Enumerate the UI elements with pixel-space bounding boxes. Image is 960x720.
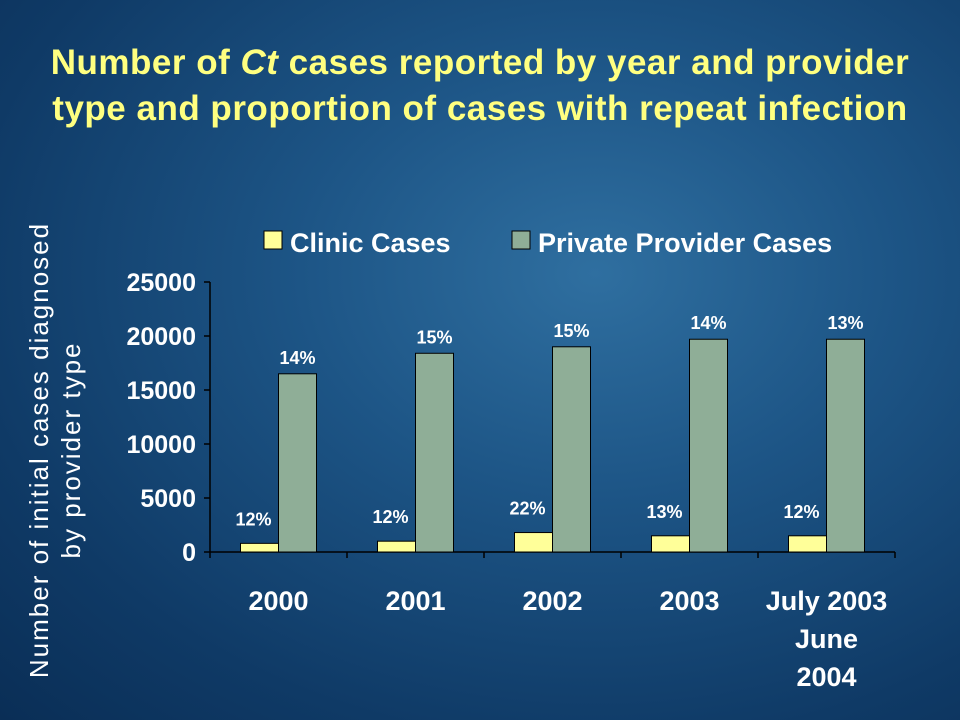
y-tick-label: 25000	[126, 269, 196, 297]
x-tick-label: June	[795, 624, 858, 654]
y-tick-label: 15000	[126, 377, 196, 405]
private-bar	[826, 338, 865, 553]
x-tick-label: 2004	[796, 662, 856, 692]
private-percent-label: 15%	[416, 327, 452, 347]
x-tick-label: 2002	[522, 586, 582, 616]
clinic-percent-label: 22%	[509, 499, 545, 519]
x-tick-label: 2003	[659, 586, 719, 616]
y-axis-label: Number of initial cases diagnosed by prov…	[24, 222, 86, 678]
legend-label: Clinic Cases	[290, 228, 451, 258]
bar-value-labels: 12% 14% 12% 15% 22% 15% 13% 14% 12% 13%	[235, 313, 863, 529]
y-tick-label: 10000	[126, 431, 196, 459]
clinic-bar	[651, 535, 690, 553]
title-emphasis: Ct	[240, 43, 279, 82]
clinic-bar	[514, 532, 553, 553]
clinic-percent-label: 12%	[783, 502, 819, 522]
private-bar	[278, 373, 317, 553]
private-percent-label: 14%	[690, 313, 726, 333]
legend-swatch	[511, 230, 531, 250]
y-axis-label-line: Number of initial cases diagnosed	[24, 222, 54, 678]
private-bar	[415, 352, 454, 553]
private-bar	[689, 338, 728, 553]
y-tick-label: 0	[182, 539, 196, 567]
clinic-bar	[788, 535, 827, 553]
y-axis-label-line: by provider type	[56, 342, 86, 559]
private-bar	[552, 346, 591, 553]
x-tick-label: July 2003	[766, 586, 888, 616]
legend-label: Private Provider Cases	[538, 228, 832, 258]
chart-legend: Clinic Cases Private Provider Cases	[263, 228, 832, 258]
x-tick-label: 2000	[248, 586, 308, 616]
clinic-percent-label: 13%	[646, 502, 682, 522]
clinic-bar	[377, 540, 416, 553]
chart-title: Number of Ct cases reported by year and …	[40, 40, 920, 132]
clinic-bar	[240, 542, 279, 553]
title-part-1: Number of	[50, 43, 241, 82]
clinic-percent-label: 12%	[372, 507, 408, 527]
private-percent-label: 13%	[827, 313, 863, 333]
private-percent-label: 15%	[553, 321, 589, 341]
title-part-2: cases reported by year and provider type…	[52, 43, 910, 128]
chart-bars	[240, 338, 865, 553]
legend-swatch	[263, 230, 283, 250]
clinic-percent-label: 12%	[235, 509, 271, 529]
x-tick-label: 2001	[385, 586, 445, 616]
x-tick-labels: 2000 2001 2002 2003 July 2003 June 2004	[248, 586, 887, 692]
y-tick-label: 20000	[126, 323, 196, 351]
y-tick-label: 5000	[140, 485, 196, 513]
private-percent-label: 14%	[279, 348, 315, 368]
